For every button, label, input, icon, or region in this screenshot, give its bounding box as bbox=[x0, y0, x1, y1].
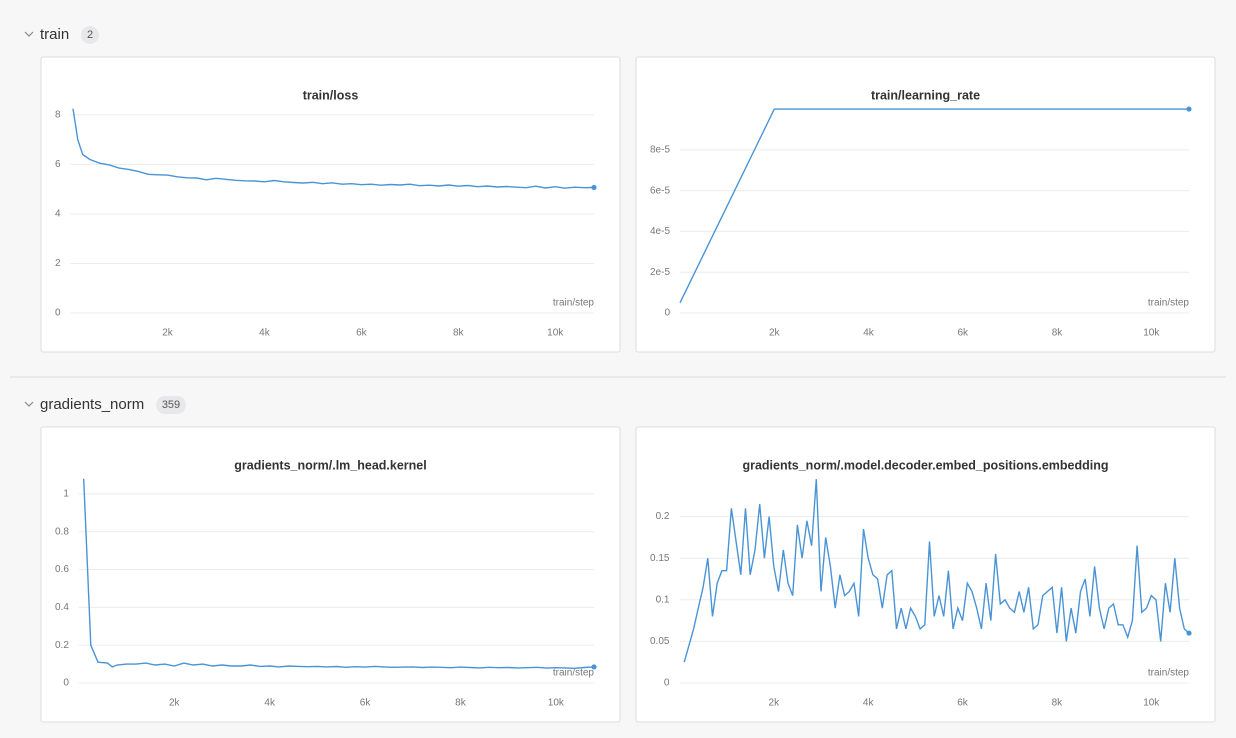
y-tick-label: 0.1 bbox=[656, 594, 670, 605]
y-tick-label: 6 bbox=[55, 159, 61, 170]
collapse-chevron[interactable] bbox=[24, 401, 34, 407]
x-tick-label: 8k bbox=[453, 328, 465, 339]
chart-title: train/loss bbox=[303, 88, 359, 102]
last-point bbox=[1186, 630, 1192, 636]
x-tick-label: 8k bbox=[1052, 698, 1064, 709]
last-point bbox=[1186, 106, 1192, 112]
collapse-chevron[interactable] bbox=[24, 31, 34, 37]
last-point bbox=[591, 664, 597, 670]
panel bbox=[40, 426, 621, 723]
x-tick-label: 4k bbox=[264, 698, 276, 709]
count-badge bbox=[156, 396, 186, 414]
chart-panel: gradients_norm/.model.decoder.embed_posi… bbox=[635, 426, 1216, 723]
y-tick-label: 0.05 bbox=[650, 636, 670, 647]
y-tick-label: 0.4 bbox=[55, 602, 69, 613]
x-tick-label: 2k bbox=[769, 698, 781, 709]
y-tick-label: 2 bbox=[55, 258, 61, 269]
panel bbox=[635, 426, 1216, 723]
y-tick-label: 0 bbox=[664, 678, 670, 689]
chart-panel: train/learning_rate 0 2e-5 4e-5 6e-5 8e-5 2k 4k… bbox=[635, 56, 1216, 353]
x-axis-label: train/step bbox=[1148, 298, 1190, 309]
y-tick-label: 0.2 bbox=[55, 640, 69, 651]
chart-panel: gradients_norm/.lm_head.kernel 0 0.2 0.4 0.6… bbox=[40, 426, 621, 723]
series-line bbox=[83, 478, 595, 670]
chart-title: gradients_norm/.lm_head.kernel bbox=[234, 458, 426, 472]
x-tick-label: 6k bbox=[356, 328, 368, 339]
chart-title: train/learning_rate bbox=[871, 88, 980, 102]
count-badge bbox=[81, 26, 99, 44]
x-tick-label: 4k bbox=[259, 328, 271, 339]
y-tick-label: 8 bbox=[55, 110, 61, 121]
y-tick-label: 8e-5 bbox=[650, 145, 670, 156]
y-tick-label: 0.2 bbox=[656, 511, 670, 522]
x-tick-label: 6k bbox=[957, 698, 969, 709]
x-tick-label: 10k bbox=[547, 328, 564, 339]
x-tick-label: 2k bbox=[169, 698, 181, 709]
y-tick-label: 4 bbox=[55, 209, 61, 220]
x-axis-label: train/step bbox=[1148, 668, 1190, 679]
y-tick-label: 1 bbox=[63, 489, 69, 500]
y-tick-label: 0 bbox=[63, 678, 69, 689]
x-tick-label: 6k bbox=[958, 328, 970, 339]
x-tick-label: 8k bbox=[1052, 328, 1064, 339]
x-axis-label: train/step bbox=[553, 298, 595, 309]
x-tick-label: 6k bbox=[360, 698, 372, 709]
last-point bbox=[591, 184, 597, 191]
x-tick-label: 10k bbox=[1143, 698, 1160, 709]
section-title[interactable]: gradients_norm bbox=[40, 396, 144, 413]
panel bbox=[635, 56, 1216, 353]
section-count: 2 bbox=[87, 29, 93, 41]
chart-title: gradients_norm/.model.decoder.embed_posi… bbox=[742, 458, 1108, 472]
chart-panel: train/loss 0 2 4 6 8 2k 4k 6k 8k 10k train/step bbox=[40, 56, 621, 353]
y-tick-label: 4e-5 bbox=[650, 226, 670, 237]
y-tick-label: 0 bbox=[55, 308, 61, 319]
x-tick-label: 4k bbox=[863, 328, 875, 339]
x-tick-label: 10k bbox=[1143, 328, 1160, 339]
y-tick-label: 0.6 bbox=[55, 564, 69, 575]
section-title[interactable]: train bbox=[40, 26, 69, 43]
y-tick-label: 0 bbox=[664, 308, 670, 319]
x-axis-label: train/step bbox=[553, 668, 595, 679]
x-tick-label: 2k bbox=[162, 328, 174, 339]
y-tick-label: 2e-5 bbox=[650, 267, 670, 278]
y-tick-label: 0.15 bbox=[650, 553, 670, 564]
y-tick-label: 6e-5 bbox=[650, 185, 670, 196]
series-line bbox=[683, 479, 1190, 663]
y-tick-label: 0.8 bbox=[55, 526, 69, 537]
x-tick-label: 2k bbox=[769, 328, 781, 339]
series-line bbox=[679, 108, 1189, 304]
x-tick-label: 10k bbox=[548, 698, 565, 709]
section-count: 359 bbox=[162, 399, 180, 411]
panel bbox=[40, 56, 621, 353]
x-tick-label: 8k bbox=[455, 698, 467, 709]
series-line bbox=[72, 108, 595, 189]
x-tick-label: 4k bbox=[863, 698, 875, 709]
